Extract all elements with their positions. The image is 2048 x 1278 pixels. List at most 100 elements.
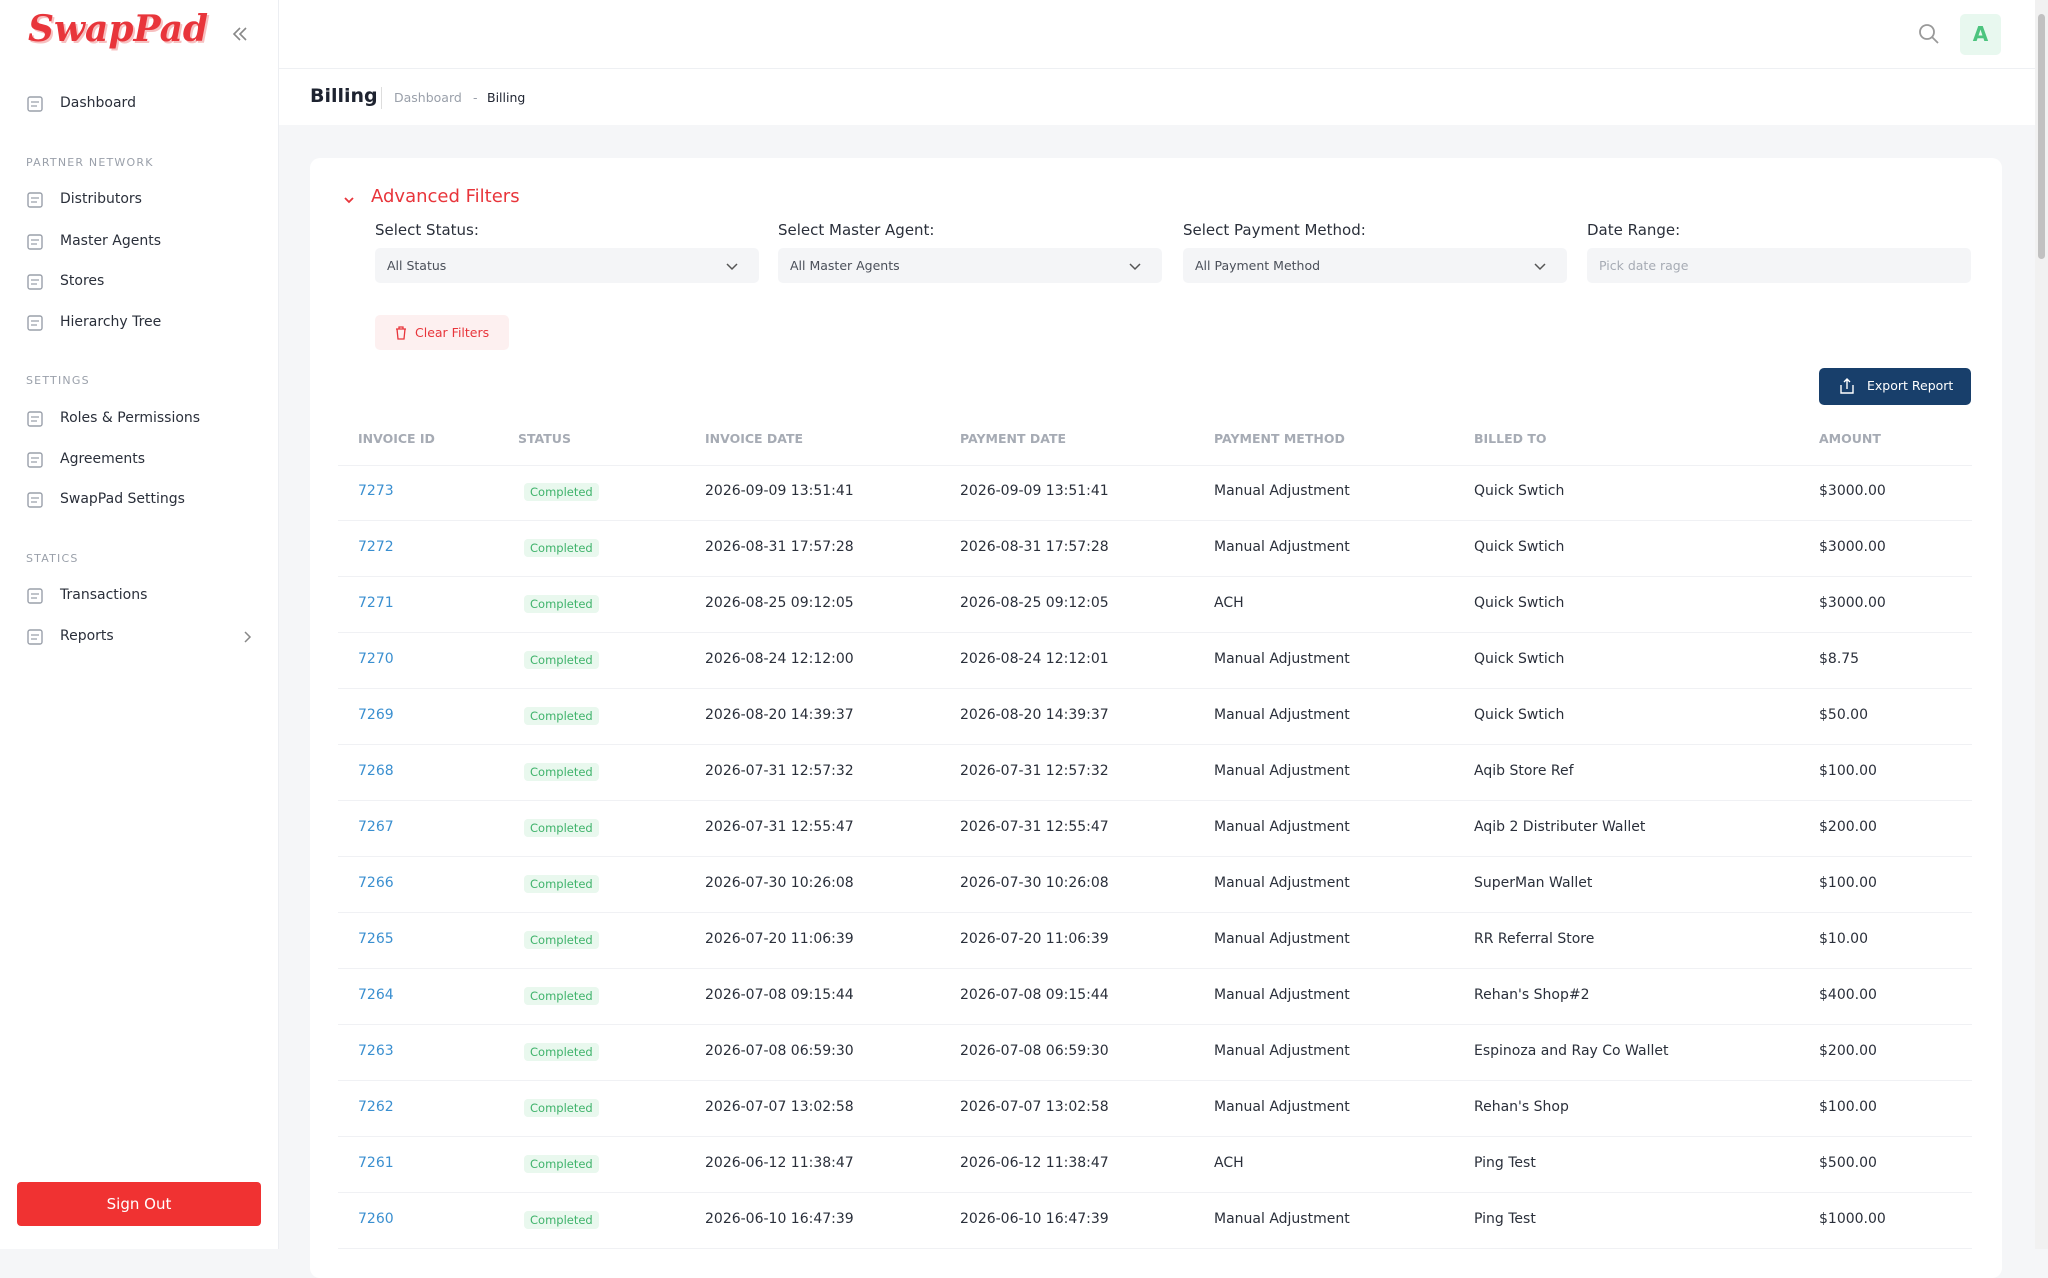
status-badge: Completed [524,1043,599,1061]
nav-item[interactable]: Roles & Permissions [60,410,201,426]
table-cell: Manual Adjustment [1214,1099,1350,1115]
table-cell: 2026-07-20 11:06:39 [705,931,854,947]
column-header: AMOUNT [1819,431,1881,446]
filter-select[interactable]: All Payment Method [1183,248,1567,283]
nav-item[interactable]: Stores [60,273,105,289]
column-header: INVOICE DATE [705,431,804,446]
search-icon[interactable] [1917,22,1941,46]
nav-item[interactable]: Hierarchy Tree [60,314,162,330]
filter-select[interactable]: All Master Agents [778,248,1162,283]
table-cell: 2026-08-20 14:39:37 [960,707,1109,723]
filter-select[interactable]: Pick date rage [1587,248,1971,283]
row-divider [338,968,1972,969]
table-cell: 2026-07-08 06:59:30 [705,1043,854,1059]
nav-item[interactable]: Reports [60,628,114,644]
status-badge: Completed [524,1211,599,1229]
status-badge: Completed [524,875,599,893]
nav-icon [27,629,43,645]
table-cell: 2026-07-30 10:26:08 [705,875,854,891]
dropdown-chevron [1534,263,1546,271]
row-divider [338,912,1972,913]
nav-icon [27,452,43,468]
invoice-id-link[interactable]: 7268 [358,763,394,779]
row-divider [338,1136,1972,1137]
nav-section-title: PARTNER NETWORK [26,156,154,169]
avatar[interactable]: A [1960,14,2001,55]
table-cell: RR Referral Store [1474,931,1595,947]
export-icon [1840,378,1854,394]
export-report-label: Export Report [1867,378,1954,393]
invoice-id-link[interactable]: 7265 [358,931,394,947]
invoice-id-link[interactable]: 7262 [358,1099,394,1115]
invoice-id-link[interactable]: 7273 [358,483,394,499]
row-divider [338,1192,1972,1193]
table-cell: Manual Adjustment [1214,651,1350,667]
table-cell: $3000.00 [1819,595,1886,611]
nav-icon [27,274,43,290]
export-report-button[interactable]: Export Report [1819,368,1971,405]
breadcrumb-current: Billing [487,90,526,105]
table-cell: 2026-07-07 13:02:58 [705,1099,854,1115]
table-cell: Quick Swtich [1474,595,1565,611]
title-bar: Billing Dashboard - Billing [279,69,2035,125]
table-cell: $200.00 [1819,1043,1877,1059]
nav-icon [27,492,43,508]
sidebar: SwapPad Dashboard PARTNER NETWORK Distribu… [0,0,279,1249]
table-cell: ACH [1214,1155,1244,1171]
table-cell: $3000.00 [1819,539,1886,555]
logo[interactable]: SwapPad [28,8,209,50]
nav-item[interactable]: Agreements [60,451,146,467]
invoice-id-link[interactable]: 7263 [358,1043,394,1059]
nav-icon [27,315,43,331]
breadcrumb-link[interactable]: Dashboard [394,90,462,105]
filter-label: Select Master Agent: [778,221,935,239]
table-cell: Quick Swtich [1474,707,1565,723]
table-cell: Manual Adjustment [1214,763,1350,779]
nav-item[interactable]: SwapPad Settings [60,491,185,507]
table-cell: Manual Adjustment [1214,1043,1350,1059]
scroll-thumb[interactable] [2038,14,2045,259]
filters-toggle-icon[interactable] [341,192,357,208]
page: SwapPad Dashboard PARTNER NETWORK Distribu… [0,0,2048,1249]
invoice-id-link[interactable]: 7267 [358,819,394,835]
invoice-id-link[interactable]: 7269 [358,707,394,723]
filter-label: Date Range: [1587,221,1681,239]
invoice-id-link[interactable]: 7271 [358,595,394,611]
invoice-id-link[interactable]: 7272 [358,539,394,555]
row-divider [338,1024,1972,1025]
filters-title[interactable]: Advanced Filters [371,186,520,207]
nav-item[interactable]: Master Agents [60,233,161,249]
filter-select[interactable]: All Status [375,248,759,283]
row-divider [338,744,1972,745]
nav-section-title: SETTINGS [26,374,90,387]
clear-filters-button[interactable]: Clear Filters [375,315,509,350]
nav-item[interactable]: Transactions [60,587,148,603]
table-cell: $200.00 [1819,819,1877,835]
column-header: BILLED TO [1474,431,1547,446]
nav-item[interactable]: Distributors [60,191,142,207]
divider [381,87,382,109]
invoice-id-link[interactable]: 7261 [358,1155,394,1171]
invoice-id-link[interactable]: 7260 [358,1211,394,1227]
table-cell: Ping Test [1474,1155,1536,1171]
row-divider [338,632,1972,633]
row-divider [338,465,1972,466]
nav-item[interactable]: Dashboard [60,95,136,111]
status-badge: Completed [524,931,599,949]
expand-chevron [244,631,252,643]
table-cell: Quick Swtich [1474,539,1565,555]
collapse-icon[interactable] [230,24,250,44]
invoice-id-link[interactable]: 7266 [358,875,394,891]
table-cell: 2026-09-09 13:51:41 [705,483,854,499]
nav-icon [27,411,43,427]
table-cell: Rehan's Shop [1474,1099,1569,1115]
invoice-id-link[interactable]: 7264 [358,987,394,1003]
sign-out-button[interactable]: Sign Out [17,1182,261,1226]
table-cell: $1000.00 [1819,1211,1886,1227]
table-cell: $8.75 [1819,651,1860,667]
scrollbar[interactable] [2035,0,2048,1249]
status-badge: Completed [524,763,599,781]
nav-section-title: STATICS [26,552,79,565]
table-cell: Aqib Store Ref [1474,763,1574,779]
invoice-id-link[interactable]: 7270 [358,651,394,667]
